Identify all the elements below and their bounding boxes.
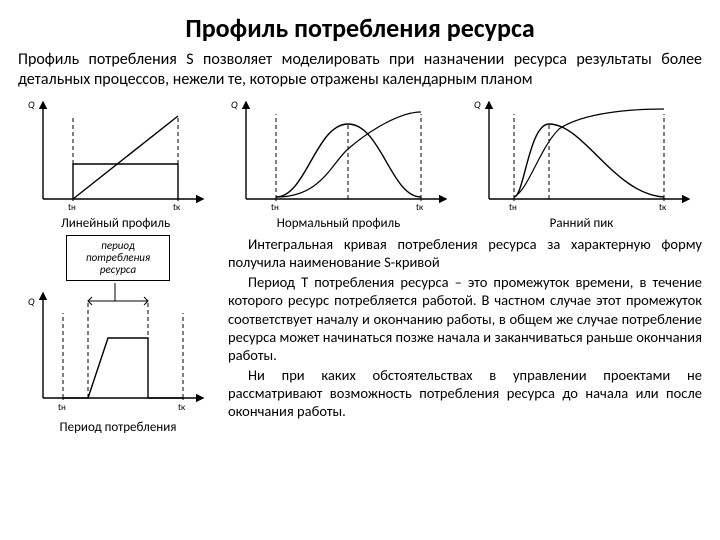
period-chart-column: период потребления ресурса Q tн tк [18, 235, 218, 435]
chart-normal-title: Нормальный профиль [221, 216, 456, 231]
x-end-label: tк [173, 202, 181, 213]
chart-linear: Q tн tк Линейный профиль [18, 94, 213, 231]
chart-period-svg: Q tн tк [18, 283, 213, 413]
y-axis-label: Q [28, 98, 35, 111]
chart-early-svg: Q tн tк [464, 94, 699, 214]
body-p3: Ни при каких обстоятельствах в управлени… [228, 366, 702, 420]
page-title: Профиль потребления ресурса [18, 12, 702, 44]
chart-early: Q tн tк Ранний пик [464, 94, 699, 231]
chart-linear-svg: Q tн tк [18, 94, 213, 214]
x-start-label: tн [509, 202, 517, 213]
intro-text: Профиль потребления S позволяет моделиро… [18, 50, 702, 90]
x-end-label: tк [416, 202, 424, 213]
chart-normal-svg: Q tн tк [221, 94, 456, 214]
y-axis-label: Q [231, 98, 238, 111]
y-axis-label: Q [28, 295, 35, 308]
body-p1: Интегральная кривая потребления ресурса … [228, 235, 702, 271]
body-p2: Период T потребления ресурса – это проме… [228, 273, 702, 364]
x-end-label: tк [178, 402, 186, 413]
x-start-label: tн [68, 202, 76, 213]
body-text: Интегральная кривая потребления ресурса … [228, 235, 702, 435]
period-box-label: период потребления ресурса [66, 235, 170, 281]
chart-period-title: Период потребления [18, 420, 218, 435]
x-start-label: tн [271, 202, 279, 213]
y-axis-label: Q [474, 98, 481, 111]
x-start-label: tн [58, 402, 66, 413]
chart-linear-title: Линейный профиль [18, 216, 213, 231]
x-end-label: tк [659, 202, 667, 213]
lower-section: период потребления ресурса Q tн tк [18, 235, 702, 435]
chart-normal: Q tн tк Нормальный профиль [221, 94, 456, 231]
chart-early-title: Ранний пик [464, 216, 699, 231]
top-charts-row: Q tн tк Линейный профиль Q [18, 94, 702, 231]
